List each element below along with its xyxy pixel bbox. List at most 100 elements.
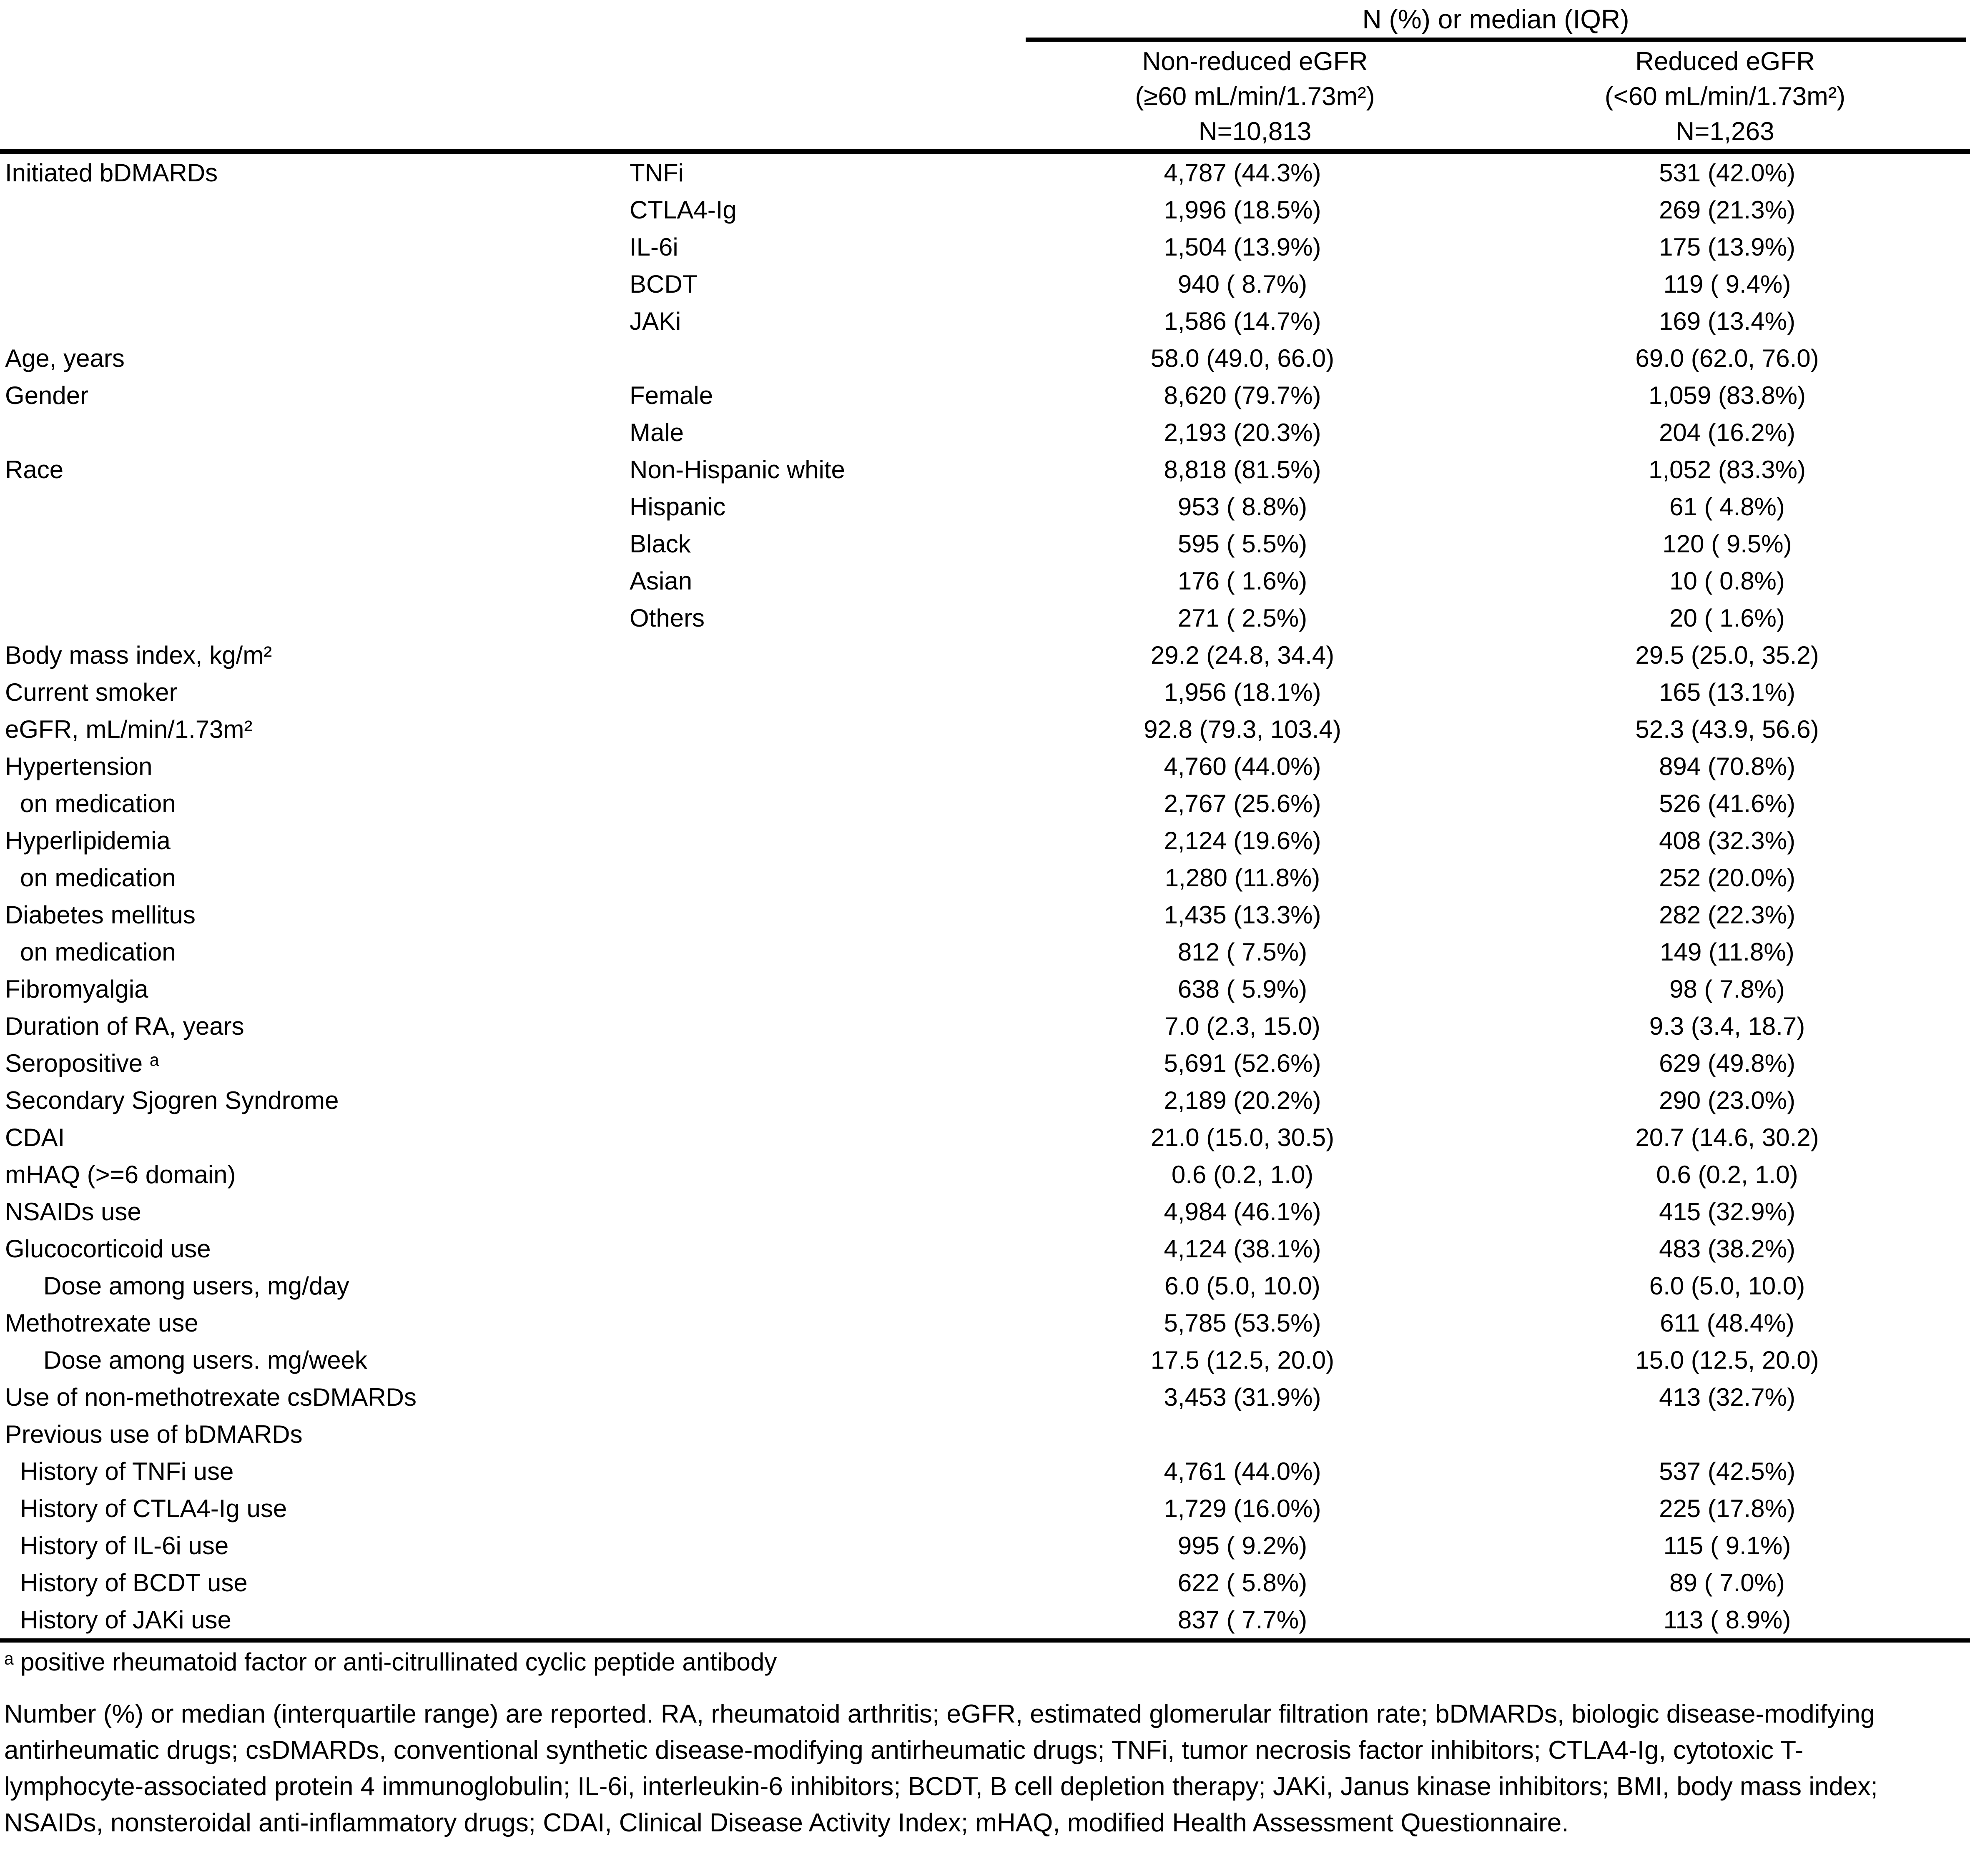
- value-non-reduced-egfr: 0.6 (0.2, 1.0): [1171, 1161, 1314, 1189]
- row-label: on medication: [20, 938, 176, 966]
- row-label: History of JAKi use: [20, 1606, 231, 1634]
- row-sublabel: Female: [630, 381, 713, 409]
- value-reduced-egfr: 526 (41.6%): [1659, 790, 1795, 818]
- value-non-reduced-egfr: 595 ( 5.5%): [1177, 530, 1307, 558]
- row-label: History of IL-6i use: [20, 1532, 229, 1560]
- value-non-reduced-egfr: 29.2 (24.8, 34.4): [1150, 641, 1335, 669]
- value-non-reduced-egfr: 1,280 (11.8%): [1164, 864, 1320, 892]
- table-row: Black 595 ( 5.5%) 120 ( 9.5%): [0, 525, 1970, 562]
- value-non-reduced-egfr: 271 ( 2.5%): [1177, 604, 1307, 632]
- value-reduced-egfr: 282 (22.3%): [1659, 901, 1795, 929]
- table-row: Duration of RA, years 7.0 (2.3, 15.0) 9.…: [0, 1008, 1970, 1045]
- column-header-line: Non-reduced eGFR: [1142, 47, 1368, 76]
- row-label: [0, 266, 621, 303]
- table-row: Hyperlipidemia 2,124 (19.6%) 408 (32.3%): [0, 822, 1970, 859]
- value-reduced-egfr: 120 ( 9.5%): [1662, 530, 1792, 558]
- table-row: History of IL-6i use 995 ( 9.2%) 115 ( 9…: [0, 1527, 1970, 1564]
- row-label: Dose among users. mg/week: [43, 1346, 368, 1374]
- row-sublabel: [621, 859, 1001, 896]
- table-row: Asian 176 ( 1.6%) 10 ( 0.8%): [0, 562, 1970, 599]
- table-row: Diabetes mellitus 1,435 (13.3%) 282 (22.…: [0, 896, 1970, 933]
- table-row: History of BCDT use 622 ( 5.8%) 89 ( 7.0…: [0, 1564, 1970, 1601]
- row-label: [0, 562, 621, 599]
- row-sublabel: [621, 1416, 1001, 1453]
- table-row: Male 2,193 (20.3%) 204 (16.2%): [0, 414, 1970, 451]
- value-non-reduced-egfr: 4,124 (38.1%): [1164, 1235, 1321, 1263]
- table-row: Methotrexate use 5,785 (53.5%) 611 (48.4…: [0, 1304, 1970, 1342]
- value-reduced-egfr: 483 (38.2%): [1659, 1235, 1795, 1263]
- value-non-reduced-egfr: 2,189 (20.2%): [1164, 1086, 1321, 1114]
- table-row: Glucocorticoid use 4,124 (38.1%) 483 (38…: [0, 1230, 1970, 1267]
- row-label: [0, 599, 621, 637]
- table-row: History of TNFi use 4,761 (44.0%) 537 (4…: [0, 1453, 1970, 1490]
- table-row: Secondary Sjogren Syndrome 2,189 (20.2%)…: [0, 1082, 1970, 1119]
- table-row: Fibromyalgia 638 ( 5.9%) 98 ( 7.8%): [0, 971, 1970, 1008]
- value-non-reduced-egfr: 92.8 (79.3, 103.4): [1144, 715, 1341, 743]
- row-sublabel: [621, 1601, 1001, 1638]
- value-non-reduced-egfr: 58.0 (49.0, 66.0): [1150, 344, 1335, 372]
- row-sublabel: [621, 1230, 1001, 1267]
- spanner-header: N (%) or median (IQR): [1026, 0, 1966, 42]
- row-label: Glucocorticoid use: [5, 1235, 211, 1263]
- footnote-abbreviations: Number (%) or median (interquartile rang…: [4, 1700, 1878, 1837]
- row-label: [0, 228, 621, 266]
- row-label: mHAQ (>=6 domain): [5, 1161, 236, 1189]
- value-non-reduced-egfr: 837 ( 7.7%): [1177, 1606, 1307, 1634]
- value-reduced-egfr: 269 (21.3%): [1659, 196, 1795, 224]
- row-sublabel: [621, 1304, 1001, 1342]
- value-non-reduced-egfr: 6.0 (5.0, 10.0): [1164, 1272, 1320, 1300]
- value-reduced-egfr: 537 (42.5%): [1659, 1457, 1795, 1485]
- row-sublabel: [621, 1119, 1001, 1156]
- row-sublabel: CTLA4-Ig: [630, 196, 737, 224]
- value-non-reduced-egfr: 4,760 (44.0%): [1164, 752, 1321, 780]
- row-label: Seropositive ᵃ: [5, 1049, 159, 1077]
- value-reduced-egfr: 894 (70.8%): [1659, 752, 1795, 780]
- table-row: History of CTLA4-Ig use 1,729 (16.0%) 22…: [0, 1490, 1970, 1527]
- value-reduced-egfr: 531 (42.0%): [1659, 159, 1795, 187]
- value-non-reduced-egfr: 638 ( 5.9%): [1177, 975, 1307, 1003]
- value-reduced-egfr: 61 ( 4.8%): [1669, 493, 1785, 521]
- value-non-reduced-egfr: 812 ( 7.5%): [1177, 938, 1307, 966]
- row-sublabel: [621, 1008, 1001, 1045]
- table-row: eGFR, mL/min/1.73m² 92.8 (79.3, 103.4) 5…: [0, 711, 1970, 748]
- row-sublabel: JAKi: [630, 307, 681, 335]
- value-reduced-egfr: 290 (23.0%): [1659, 1086, 1795, 1114]
- row-label: Hypertension: [5, 752, 153, 780]
- column-header-reduced-egfr: Reduced eGFR (<60 mL/min/1.73m²) N=1,263: [1484, 44, 1966, 149]
- value-reduced-egfr: 10 ( 0.8%): [1669, 567, 1785, 595]
- table-row: Hypertension 4,760 (44.0%) 894 (70.8%): [0, 748, 1970, 785]
- value-non-reduced-egfr: 995 ( 9.2%): [1177, 1532, 1307, 1560]
- table-row: mHAQ (>=6 domain) 0.6 (0.2, 1.0) 0.6 (0.…: [0, 1156, 1970, 1193]
- table-row: Gender Female 8,620 (79.7%) 1,059 (83.8%…: [0, 377, 1970, 414]
- value-reduced-egfr: 1,059 (83.8%): [1649, 381, 1806, 409]
- table-row: Body mass index, kg/m² 29.2 (24.8, 34.4)…: [0, 637, 1970, 674]
- value-non-reduced-egfr: 3,453 (31.9%): [1164, 1383, 1321, 1411]
- table-row: Dose among users, mg/day 6.0 (5.0, 10.0)…: [0, 1267, 1970, 1304]
- table-row: Use of non-methotrexate csDMARDs 3,453 (…: [0, 1379, 1970, 1416]
- row-sublabel: [621, 674, 1001, 711]
- value-non-reduced-egfr: 1,504 (13.9%): [1164, 233, 1321, 261]
- row-sublabel: Male: [630, 419, 684, 446]
- row-label: [0, 414, 621, 451]
- value-non-reduced-egfr: 1,956 (18.1%): [1164, 678, 1321, 706]
- value-non-reduced-egfr: 1,996 (18.5%): [1164, 196, 1321, 224]
- row-label: [0, 488, 621, 525]
- row-sublabel: [621, 1082, 1001, 1119]
- row-label: on medication: [20, 790, 176, 818]
- value-non-reduced-egfr: 1,586 (14.7%): [1164, 307, 1321, 335]
- table-row: Others 271 ( 2.5%) 20 ( 1.6%): [0, 599, 1970, 637]
- value-reduced-egfr: 408 (32.3%): [1659, 827, 1795, 855]
- row-label: Fibromyalgia: [5, 975, 148, 1003]
- value-non-reduced-egfr: [1001, 1416, 1484, 1453]
- value-non-reduced-egfr: 4,761 (44.0%): [1164, 1457, 1321, 1485]
- row-sublabel: Non-Hispanic white: [630, 456, 845, 484]
- value-non-reduced-egfr: 8,620 (79.7%): [1164, 381, 1321, 409]
- value-non-reduced-egfr: 4,787 (44.3%): [1164, 159, 1321, 187]
- row-label: Previous use of bDMARDs: [5, 1420, 303, 1448]
- table-row: CDAI 21.0 (15.0, 30.5) 20.7 (14.6, 30.2): [0, 1119, 1970, 1156]
- row-label: History of BCDT use: [20, 1569, 248, 1597]
- row-sublabel: Hispanic: [630, 493, 726, 521]
- column-headers: Non-reduced eGFR (≥60 mL/min/1.73m²) N=1…: [1026, 42, 1966, 149]
- table-row: Seropositive ᵃ 5,691 (52.6%) 629 (49.8%): [0, 1045, 1970, 1082]
- table-row: on medication 2,767 (25.6%) 526 (41.6%): [0, 785, 1970, 822]
